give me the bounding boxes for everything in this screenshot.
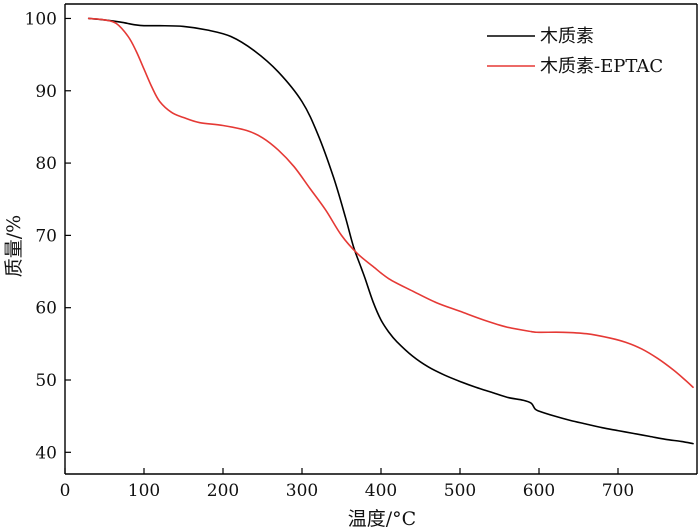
y-axis-title: 质量/% bbox=[3, 215, 25, 277]
y-tick-label: 90 bbox=[35, 82, 57, 102]
x-tick-label: 400 bbox=[365, 481, 397, 501]
y-tick-label: 100 bbox=[25, 9, 57, 29]
y-tick-label: 60 bbox=[35, 299, 57, 319]
x-tick-label: 500 bbox=[444, 481, 476, 501]
y-tick-label: 70 bbox=[35, 226, 57, 246]
x-tick-label: 100 bbox=[128, 481, 160, 501]
legend-label-1: 木质素-EPTAC bbox=[540, 56, 663, 77]
x-tick-label: 600 bbox=[523, 481, 555, 501]
x-tick-label: 0 bbox=[60, 481, 71, 501]
y-tick-label: 40 bbox=[35, 443, 57, 463]
series-line-1 bbox=[87, 17, 694, 389]
series-line-0 bbox=[87, 17, 694, 445]
axes: 0 100 200 300 400 500 600 700 40 50 60 70 80 90 100 bbox=[25, 3, 698, 501]
x-tick-label: 200 bbox=[207, 481, 239, 501]
legend-label-0: 木质素 bbox=[540, 26, 594, 47]
series-lines bbox=[87, 17, 694, 445]
y-tick-label: 50 bbox=[35, 371, 57, 391]
x-tick-label: 300 bbox=[286, 481, 318, 501]
x-axis-title: 温度/°C bbox=[348, 508, 416, 529]
y-tick-label: 80 bbox=[35, 154, 57, 174]
x-tick-label: 700 bbox=[602, 481, 634, 501]
